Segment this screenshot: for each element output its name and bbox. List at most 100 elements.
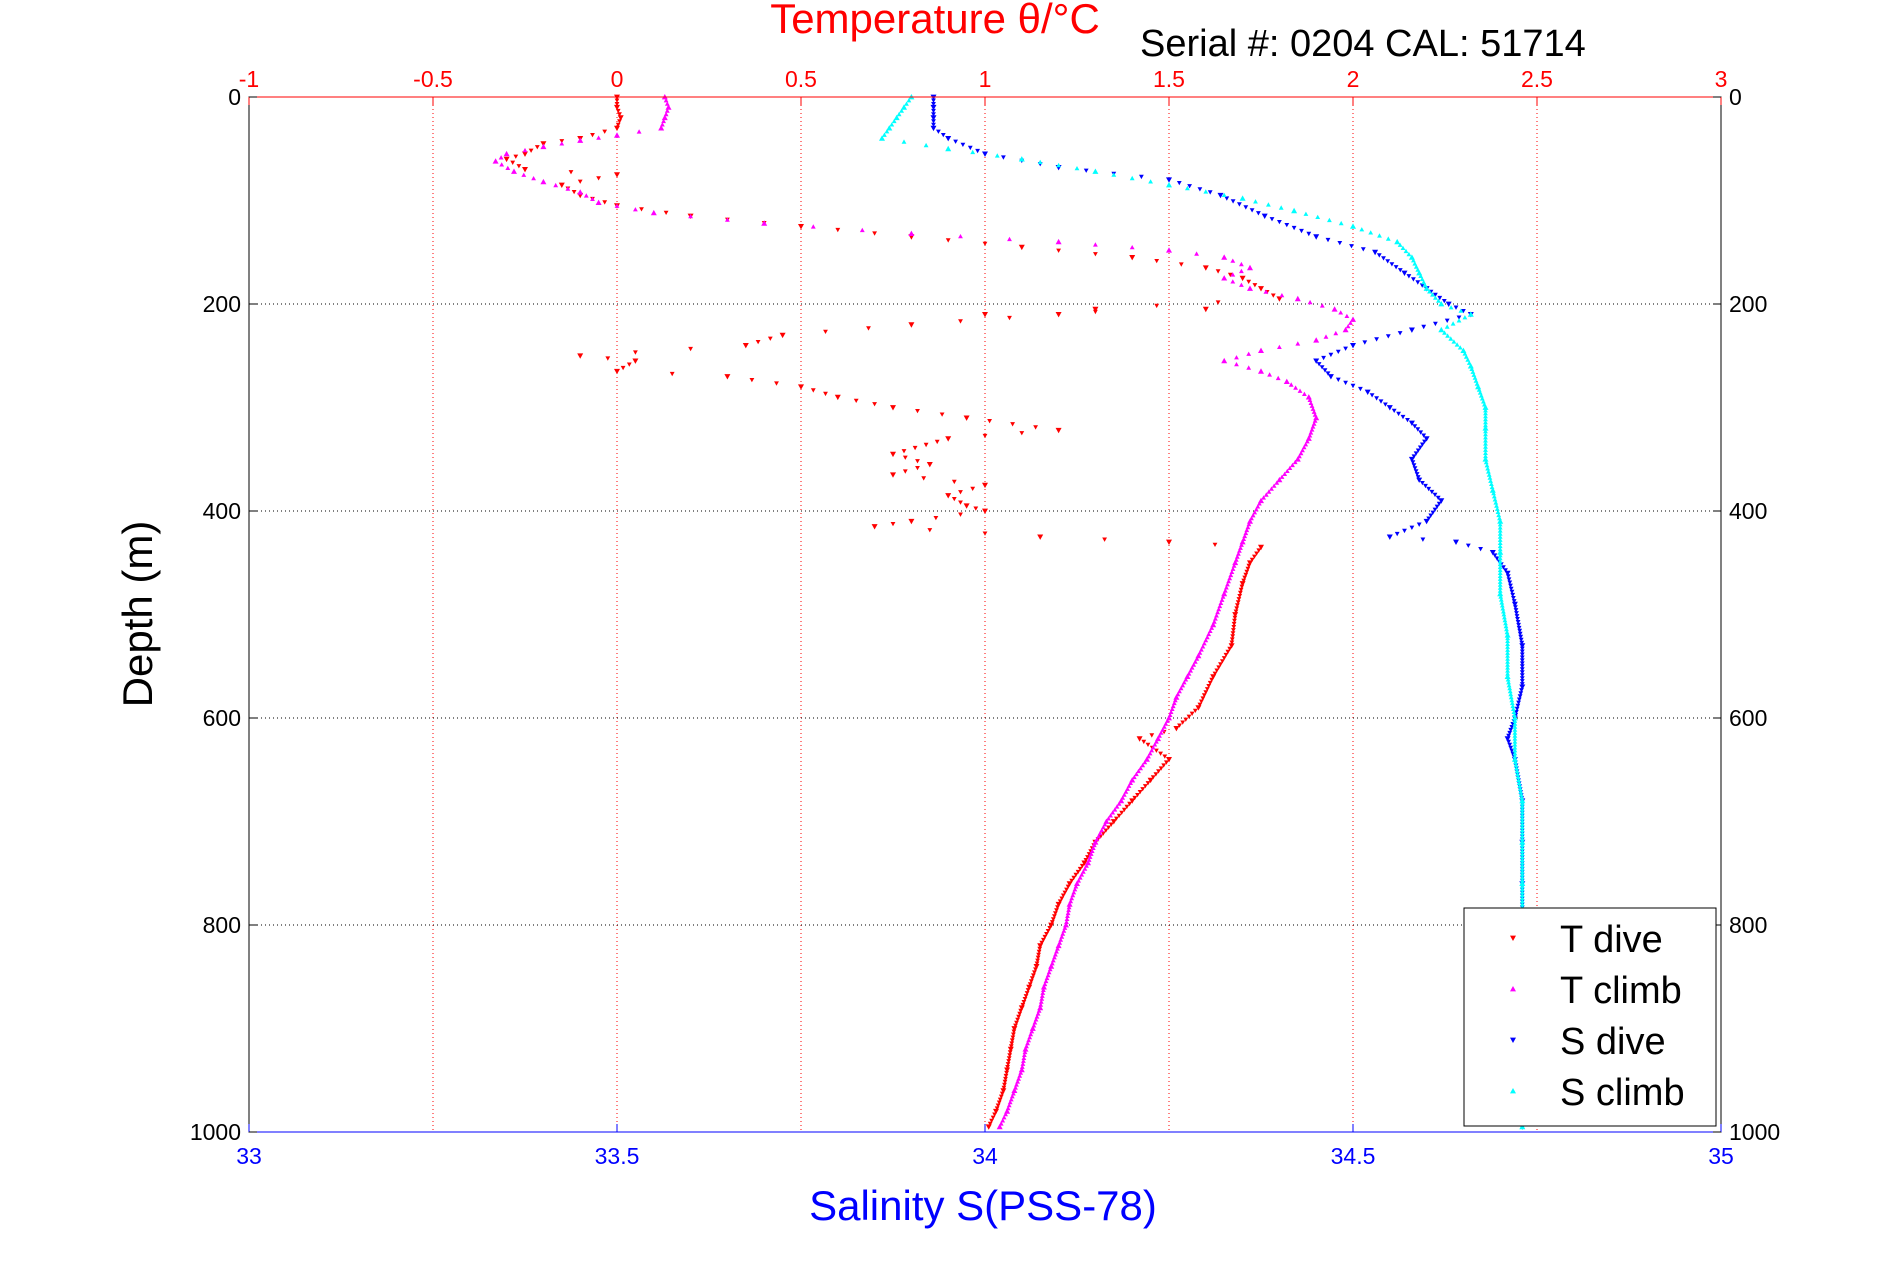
temperature-tick-label: 1.5 — [1153, 66, 1185, 92]
data-point — [1331, 306, 1338, 312]
data-point-interp — [927, 528, 933, 533]
data-point — [1048, 922, 1055, 928]
data-point-interp — [1217, 603, 1223, 609]
data-point-interp — [810, 224, 816, 229]
data-point-interp — [1300, 448, 1305, 453]
data-point-interp — [521, 172, 527, 177]
data-point-interp — [1322, 368, 1328, 373]
data-point-interp — [1497, 561, 1503, 567]
data-point — [1467, 311, 1474, 317]
data-point-interp — [1066, 907, 1071, 913]
data-point-interp — [1192, 708, 1198, 713]
data-point-interp — [1518, 634, 1524, 640]
data-point-interp — [1224, 196, 1230, 201]
data-point-interp — [1512, 730, 1518, 735]
data-point-interp — [923, 142, 929, 148]
data-point — [1166, 539, 1172, 545]
data-point — [595, 199, 602, 205]
data-point-interp — [1519, 836, 1525, 842]
data-point-interp — [1246, 279, 1252, 284]
data-point-interp — [1403, 248, 1409, 254]
data-point-interp — [1158, 730, 1164, 735]
data-point — [503, 156, 510, 163]
data-point-interp — [967, 145, 973, 151]
data-point-interp — [1060, 931, 1066, 936]
data-point — [1074, 880, 1080, 886]
data-point-interp — [1519, 816, 1525, 821]
data-point — [901, 104, 907, 110]
data-point-interp — [1377, 233, 1382, 238]
data-point-interp — [1497, 564, 1503, 570]
data-point-interp — [1242, 575, 1248, 580]
data-point-interp — [1433, 321, 1438, 327]
data-point-interp — [1227, 272, 1233, 278]
data-point-interp — [1141, 739, 1147, 745]
data-point — [879, 135, 885, 141]
data-point-interp — [1505, 641, 1510, 646]
data-point-interp — [1145, 781, 1151, 786]
data-point-interp — [1001, 1115, 1007, 1120]
data-point-interp — [1491, 491, 1496, 496]
data-point-interp — [1519, 640, 1525, 645]
data-point-interp — [1019, 431, 1025, 436]
data-point-interp — [1514, 611, 1519, 616]
data-point-interp — [1023, 994, 1029, 999]
data-point — [1007, 1046, 1014, 1053]
data-point-interp — [1385, 259, 1391, 264]
data-point-interp — [1511, 596, 1516, 601]
data-point-interp — [1237, 548, 1242, 553]
data-point-interp — [505, 165, 511, 170]
data-point-interp — [636, 129, 642, 134]
data-point-interp — [1430, 292, 1435, 297]
data-point — [982, 312, 988, 318]
data-point-interp — [1350, 383, 1356, 389]
data-point-interp — [1501, 612, 1507, 617]
data-point-interp — [1360, 247, 1366, 252]
legend-label: S climb — [1560, 1072, 1685, 1114]
data-point-interp — [902, 469, 908, 474]
data-point-interp — [1519, 887, 1525, 892]
data-point-interp — [1519, 825, 1525, 830]
data-point-interp — [1508, 583, 1513, 588]
data-point-interp — [1519, 866, 1525, 871]
data-point-interp — [1507, 689, 1513, 694]
data-point-interp — [1483, 460, 1489, 465]
data-point-interp — [810, 388, 816, 393]
data-point-interp — [1055, 905, 1060, 910]
data-point-interp — [1079, 872, 1085, 877]
depth-axis-title: Depth (m) — [114, 521, 161, 708]
data-point-interp — [1253, 199, 1258, 204]
data-point-interp — [1519, 649, 1525, 654]
data-point-interp — [1501, 609, 1506, 614]
data-point-interp — [1519, 652, 1525, 657]
data-point-interp — [1494, 506, 1500, 511]
data-point — [1294, 456, 1301, 462]
temperature-tick-label: 2.5 — [1521, 66, 1553, 92]
data-point-interp — [1123, 789, 1129, 794]
temperature-tick-label: 0.5 — [785, 66, 817, 92]
data-point-interp — [1497, 543, 1503, 549]
data-point-interp — [1223, 652, 1229, 658]
data-point-interp — [1519, 833, 1525, 839]
data-point-interp — [1310, 424, 1316, 429]
data-point — [1081, 860, 1088, 866]
data-point-interp — [1476, 387, 1482, 392]
data-point-interp — [1009, 1094, 1015, 1099]
data-point-interp — [1402, 528, 1407, 534]
data-point-interp — [1497, 567, 1503, 573]
data-point-interp — [1035, 955, 1041, 960]
data-point — [1066, 901, 1073, 907]
data-point-interp — [1512, 712, 1517, 717]
data-point-interp — [1020, 1002, 1026, 1008]
data-point-interp — [1239, 261, 1244, 267]
data-point-interp — [1448, 336, 1454, 341]
data-point-interp — [1483, 432, 1488, 437]
data-point — [1055, 942, 1062, 949]
depth-tick-label-left: 800 — [203, 912, 241, 938]
data-point-interp — [1518, 789, 1524, 794]
legend-item: T dive — [1510, 919, 1663, 961]
data-point-interp — [1266, 489, 1272, 494]
data-point-interp — [1022, 997, 1028, 1002]
data-point-interp — [1411, 463, 1417, 468]
data-point — [1136, 736, 1143, 742]
